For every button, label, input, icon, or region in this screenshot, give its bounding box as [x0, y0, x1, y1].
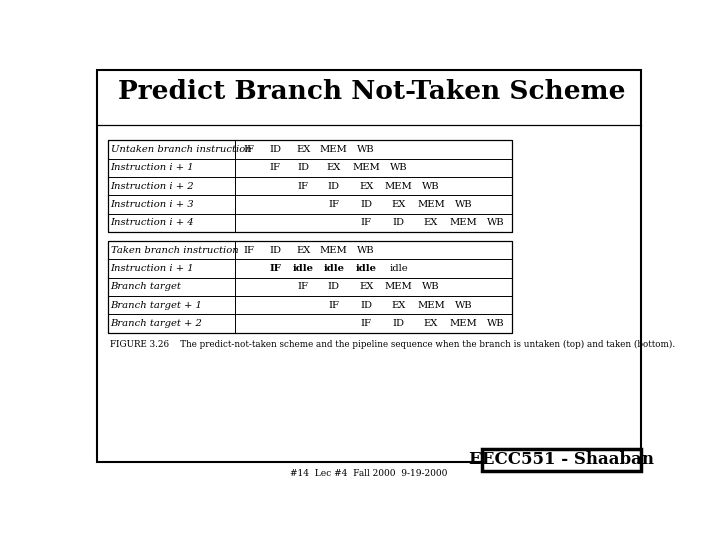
Text: ID: ID	[360, 301, 372, 309]
Text: Branch target: Branch target	[111, 282, 181, 292]
Text: WB: WB	[454, 301, 472, 309]
Text: Instruction i + 1: Instruction i + 1	[111, 164, 194, 172]
Text: ID: ID	[392, 319, 405, 328]
Text: ID: ID	[269, 246, 282, 255]
Text: Instruction i + 2: Instruction i + 2	[111, 182, 194, 191]
Text: Untaken branch instruction: Untaken branch instruction	[111, 145, 251, 154]
Text: ID: ID	[297, 164, 309, 172]
Bar	[482, 449, 642, 470]
Text: MEM: MEM	[384, 282, 413, 292]
Text: EX: EX	[392, 301, 406, 309]
Text: WB: WB	[422, 182, 440, 191]
Text: IF: IF	[328, 200, 339, 209]
Text: MEM: MEM	[320, 246, 348, 255]
Text: EX: EX	[424, 218, 438, 227]
Text: WB: WB	[487, 218, 505, 227]
Text: MEM: MEM	[384, 182, 413, 191]
Text: ID: ID	[360, 200, 372, 209]
Text: Taken branch instruction: Taken branch instruction	[111, 246, 238, 255]
Text: EX: EX	[392, 200, 406, 209]
Text: Predict Branch Not-Taken Scheme: Predict Branch Not-Taken Scheme	[118, 79, 626, 104]
Text: IF: IF	[269, 264, 282, 273]
Text: MEM: MEM	[352, 164, 380, 172]
Text: Instruction i + 3: Instruction i + 3	[111, 200, 194, 209]
Text: EX: EX	[359, 182, 374, 191]
Bar	[108, 140, 512, 232]
Text: MEM: MEM	[417, 200, 445, 209]
Text: WB: WB	[454, 200, 472, 209]
Text: #14  Lec #4  Fall 2000  9-19-2000: #14 Lec #4 Fall 2000 9-19-2000	[290, 469, 448, 477]
Text: MEM: MEM	[417, 301, 445, 309]
Text: EX: EX	[327, 164, 341, 172]
Text: MEM: MEM	[449, 319, 477, 328]
Text: Branch target + 2: Branch target + 2	[111, 319, 202, 328]
Text: ID: ID	[328, 282, 340, 292]
Text: ID: ID	[392, 218, 405, 227]
Text: IF: IF	[361, 319, 372, 328]
Text: WB: WB	[390, 164, 408, 172]
Text: idle: idle	[390, 264, 408, 273]
Text: IF: IF	[297, 182, 309, 191]
Text: ID: ID	[328, 182, 340, 191]
Text: Instruction i + 4: Instruction i + 4	[111, 218, 194, 227]
Bar	[108, 241, 512, 333]
Text: EECC551 - Shaaban: EECC551 - Shaaban	[469, 451, 654, 468]
Text: MEM: MEM	[449, 218, 477, 227]
Text: IF: IF	[328, 301, 339, 309]
Text: EX: EX	[296, 145, 310, 154]
Text: MEM: MEM	[320, 145, 348, 154]
Text: WB: WB	[487, 319, 505, 328]
Text: EX: EX	[424, 319, 438, 328]
Text: EX: EX	[296, 246, 310, 255]
Text: FIGURE 3.26    The predict-not-taken scheme and the pipeline sequence when the b: FIGURE 3.26 The predict-not-taken scheme…	[109, 340, 675, 349]
Text: IF: IF	[297, 282, 309, 292]
Text: WB: WB	[422, 282, 440, 292]
Text: idle: idle	[292, 264, 314, 273]
Text: IF: IF	[270, 164, 281, 172]
Text: IF: IF	[243, 246, 254, 255]
Text: IF: IF	[361, 218, 372, 227]
Text: idle: idle	[323, 264, 344, 273]
Text: Instruction i + 1: Instruction i + 1	[111, 264, 194, 273]
Text: IF: IF	[243, 145, 254, 154]
Text: EX: EX	[359, 282, 374, 292]
Text: WB: WB	[357, 145, 375, 154]
Text: idle: idle	[356, 264, 377, 273]
Text: ID: ID	[269, 145, 282, 154]
Text: WB: WB	[357, 246, 375, 255]
Text: Branch target + 1: Branch target + 1	[111, 301, 202, 309]
